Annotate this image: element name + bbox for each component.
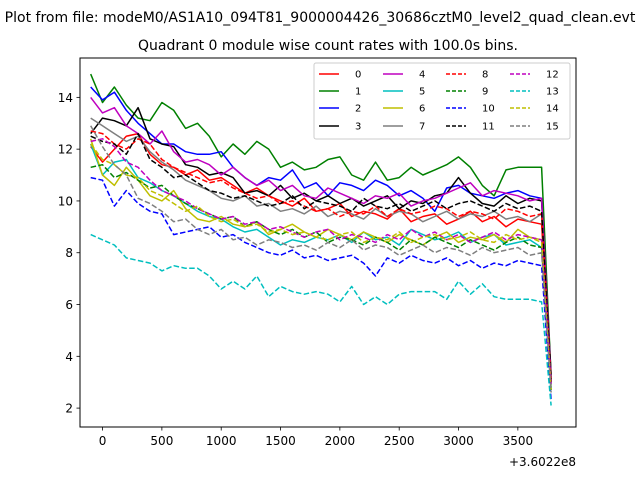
y-tick-label: 6 (65, 298, 73, 312)
legend-label-7: 7 (419, 122, 425, 133)
y-tick-label: 10 (58, 194, 73, 208)
series-line-9 (90, 163, 552, 391)
y-axis: 2 4 6 8 10 12 14 (58, 91, 80, 416)
y-tick-label: 4 (65, 350, 73, 364)
series-line-11 (90, 132, 552, 383)
legend-label-11: 11 (482, 122, 495, 133)
x-tick-label: 500 (150, 434, 173, 448)
legend-label-5: 5 (419, 87, 425, 98)
y-tick-label: 2 (65, 402, 73, 416)
x-tick-label: 2000 (325, 434, 356, 448)
series-line-7 (90, 117, 552, 385)
series-line-13 (90, 233, 552, 406)
legend-label-14: 14 (546, 104, 559, 115)
axes-frame (79, 57, 577, 428)
legend-label-0: 0 (355, 70, 361, 81)
y-tick-label: 12 (58, 143, 73, 157)
series-line-3 (90, 106, 552, 375)
x-axis: 0 500 1000 1500 2000 2500 3000 3500 (99, 427, 533, 448)
x-tick-label: 1500 (265, 434, 296, 448)
legend-label-13: 13 (546, 87, 559, 98)
legend-label-1: 1 (355, 87, 361, 98)
x-tick-label: 1000 (206, 434, 237, 448)
chart-suptitle: Plot from file: modeM0/AS1A10_094T81_900… (5, 10, 636, 26)
legend-label-15: 15 (546, 122, 559, 133)
legend-label-3: 3 (355, 122, 361, 133)
x-tick-label: 3500 (503, 434, 534, 448)
plot-lines (89, 73, 552, 406)
series-line-14 (90, 143, 552, 391)
series-line-6 (89, 138, 552, 383)
legend-label-4: 4 (419, 70, 425, 81)
x-tick-label: 3000 (443, 434, 474, 448)
series-line-15 (90, 125, 552, 393)
series-line-12 (90, 138, 552, 385)
legend-label-10: 10 (482, 104, 495, 115)
legend-label-8: 8 (482, 70, 488, 81)
y-tick-label: 14 (58, 91, 73, 105)
x-tick-label: 0 (99, 434, 107, 448)
chart-title: Quadrant 0 module wise count rates with … (138, 38, 518, 54)
series-line-4 (90, 96, 552, 380)
x-axis-offset-label: +3.6022e8 (509, 455, 576, 469)
series-line-8 (90, 130, 552, 383)
legend-label-9: 9 (482, 87, 488, 98)
legend-box (313, 62, 571, 140)
legend-label-6: 6 (419, 104, 425, 115)
series-line-2 (90, 86, 552, 383)
y-tick-label: 8 (65, 246, 73, 260)
legend-label-2: 2 (355, 104, 361, 115)
series-line-5 (89, 143, 552, 388)
legend-label-12: 12 (546, 70, 559, 81)
series-line-10 (90, 176, 552, 401)
series-line-1 (90, 73, 552, 378)
x-tick-label: 2500 (384, 434, 415, 448)
